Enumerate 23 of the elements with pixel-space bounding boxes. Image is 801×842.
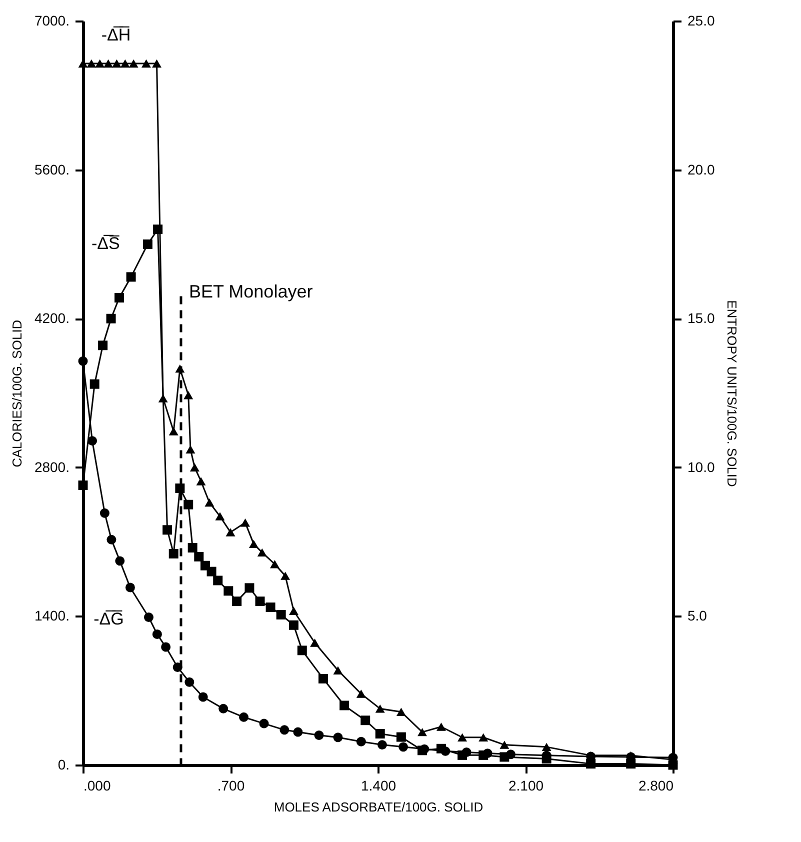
x-tick-label: .000 bbox=[84, 778, 111, 794]
y2-axis-title: ENTROPY UNITS/100G. SOLID bbox=[724, 300, 740, 487]
y-tick-label: 0. bbox=[58, 756, 70, 772]
y-tick-label: 2800. bbox=[34, 458, 70, 475]
series-label: -Δ̅G̅ bbox=[94, 609, 124, 628]
series-label: -Δ̅H̅ bbox=[101, 26, 131, 45]
y2-tick-label: 5.0 bbox=[688, 608, 708, 624]
y-tick-label: 4200. bbox=[34, 310, 70, 326]
x-tick-label: 2.800 bbox=[638, 778, 674, 794]
x-tick-label: 2.100 bbox=[508, 778, 544, 794]
x-tick-label: .700 bbox=[217, 778, 245, 794]
y2-tick-label: 25.0 bbox=[688, 12, 715, 28]
x-axis-title: MOLES ADSORBATE/100G. SOLID bbox=[274, 800, 484, 814]
x-tick-label: 1.400 bbox=[360, 778, 396, 794]
y-tick-label: 1400. bbox=[34, 608, 70, 624]
y2-tick-label: 15.0 bbox=[688, 310, 715, 326]
y2-tick-label: 20.0 bbox=[688, 161, 715, 178]
y2-tick-label: 10.0 bbox=[688, 458, 715, 475]
series-label: -Δ̅S̅ bbox=[92, 234, 120, 254]
y-tick-label: 7000. bbox=[34, 12, 70, 28]
y-tick-label: 5600. bbox=[34, 161, 70, 178]
y-axis-title: CALORIES/100G. SOLID bbox=[9, 320, 24, 468]
ref-line-label: BET Monolayer bbox=[188, 281, 313, 302]
